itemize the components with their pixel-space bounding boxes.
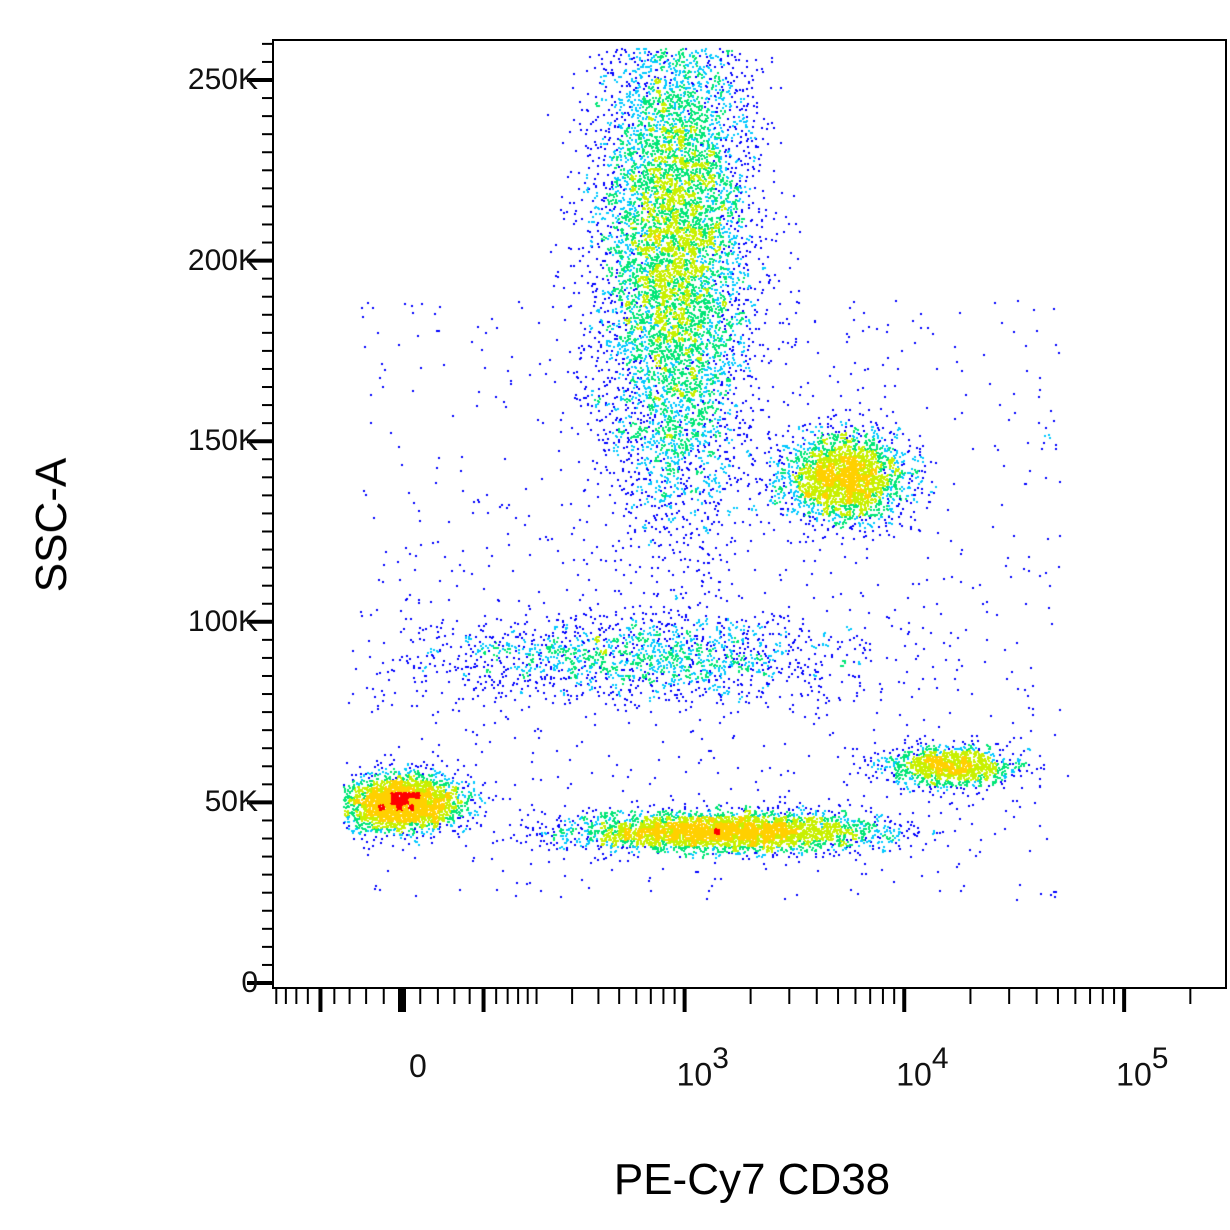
tick-base: 10	[896, 1056, 932, 1093]
tick-exponent: 3	[712, 1042, 729, 1075]
tick-base: 10	[1116, 1056, 1152, 1093]
y-tick-label: 100K	[187, 604, 258, 638]
x-tick-label: 103	[676, 1042, 729, 1094]
tick-base: 10	[676, 1056, 713, 1093]
y-tick-label: 200K	[187, 243, 258, 277]
y-tick-label: 50K	[204, 785, 258, 819]
y-tick-label: 150K	[187, 424, 258, 458]
x-tick-label: 104	[896, 1042, 948, 1094]
x-tick-label: 0	[409, 1048, 427, 1085]
y-tick-label: 0	[241, 966, 258, 999]
x-tick-label: 105	[1116, 1042, 1168, 1094]
tick-base: 0	[409, 1048, 427, 1084]
y-tick-label: 250K	[187, 63, 258, 96]
tick-exponent: 5	[1151, 1042, 1169, 1075]
y-axis-title: SSC-A	[27, 457, 76, 593]
x-axis-title: PE-Cy7 CD38	[613, 1155, 891, 1204]
tick-exponent: 4	[931, 1042, 949, 1075]
